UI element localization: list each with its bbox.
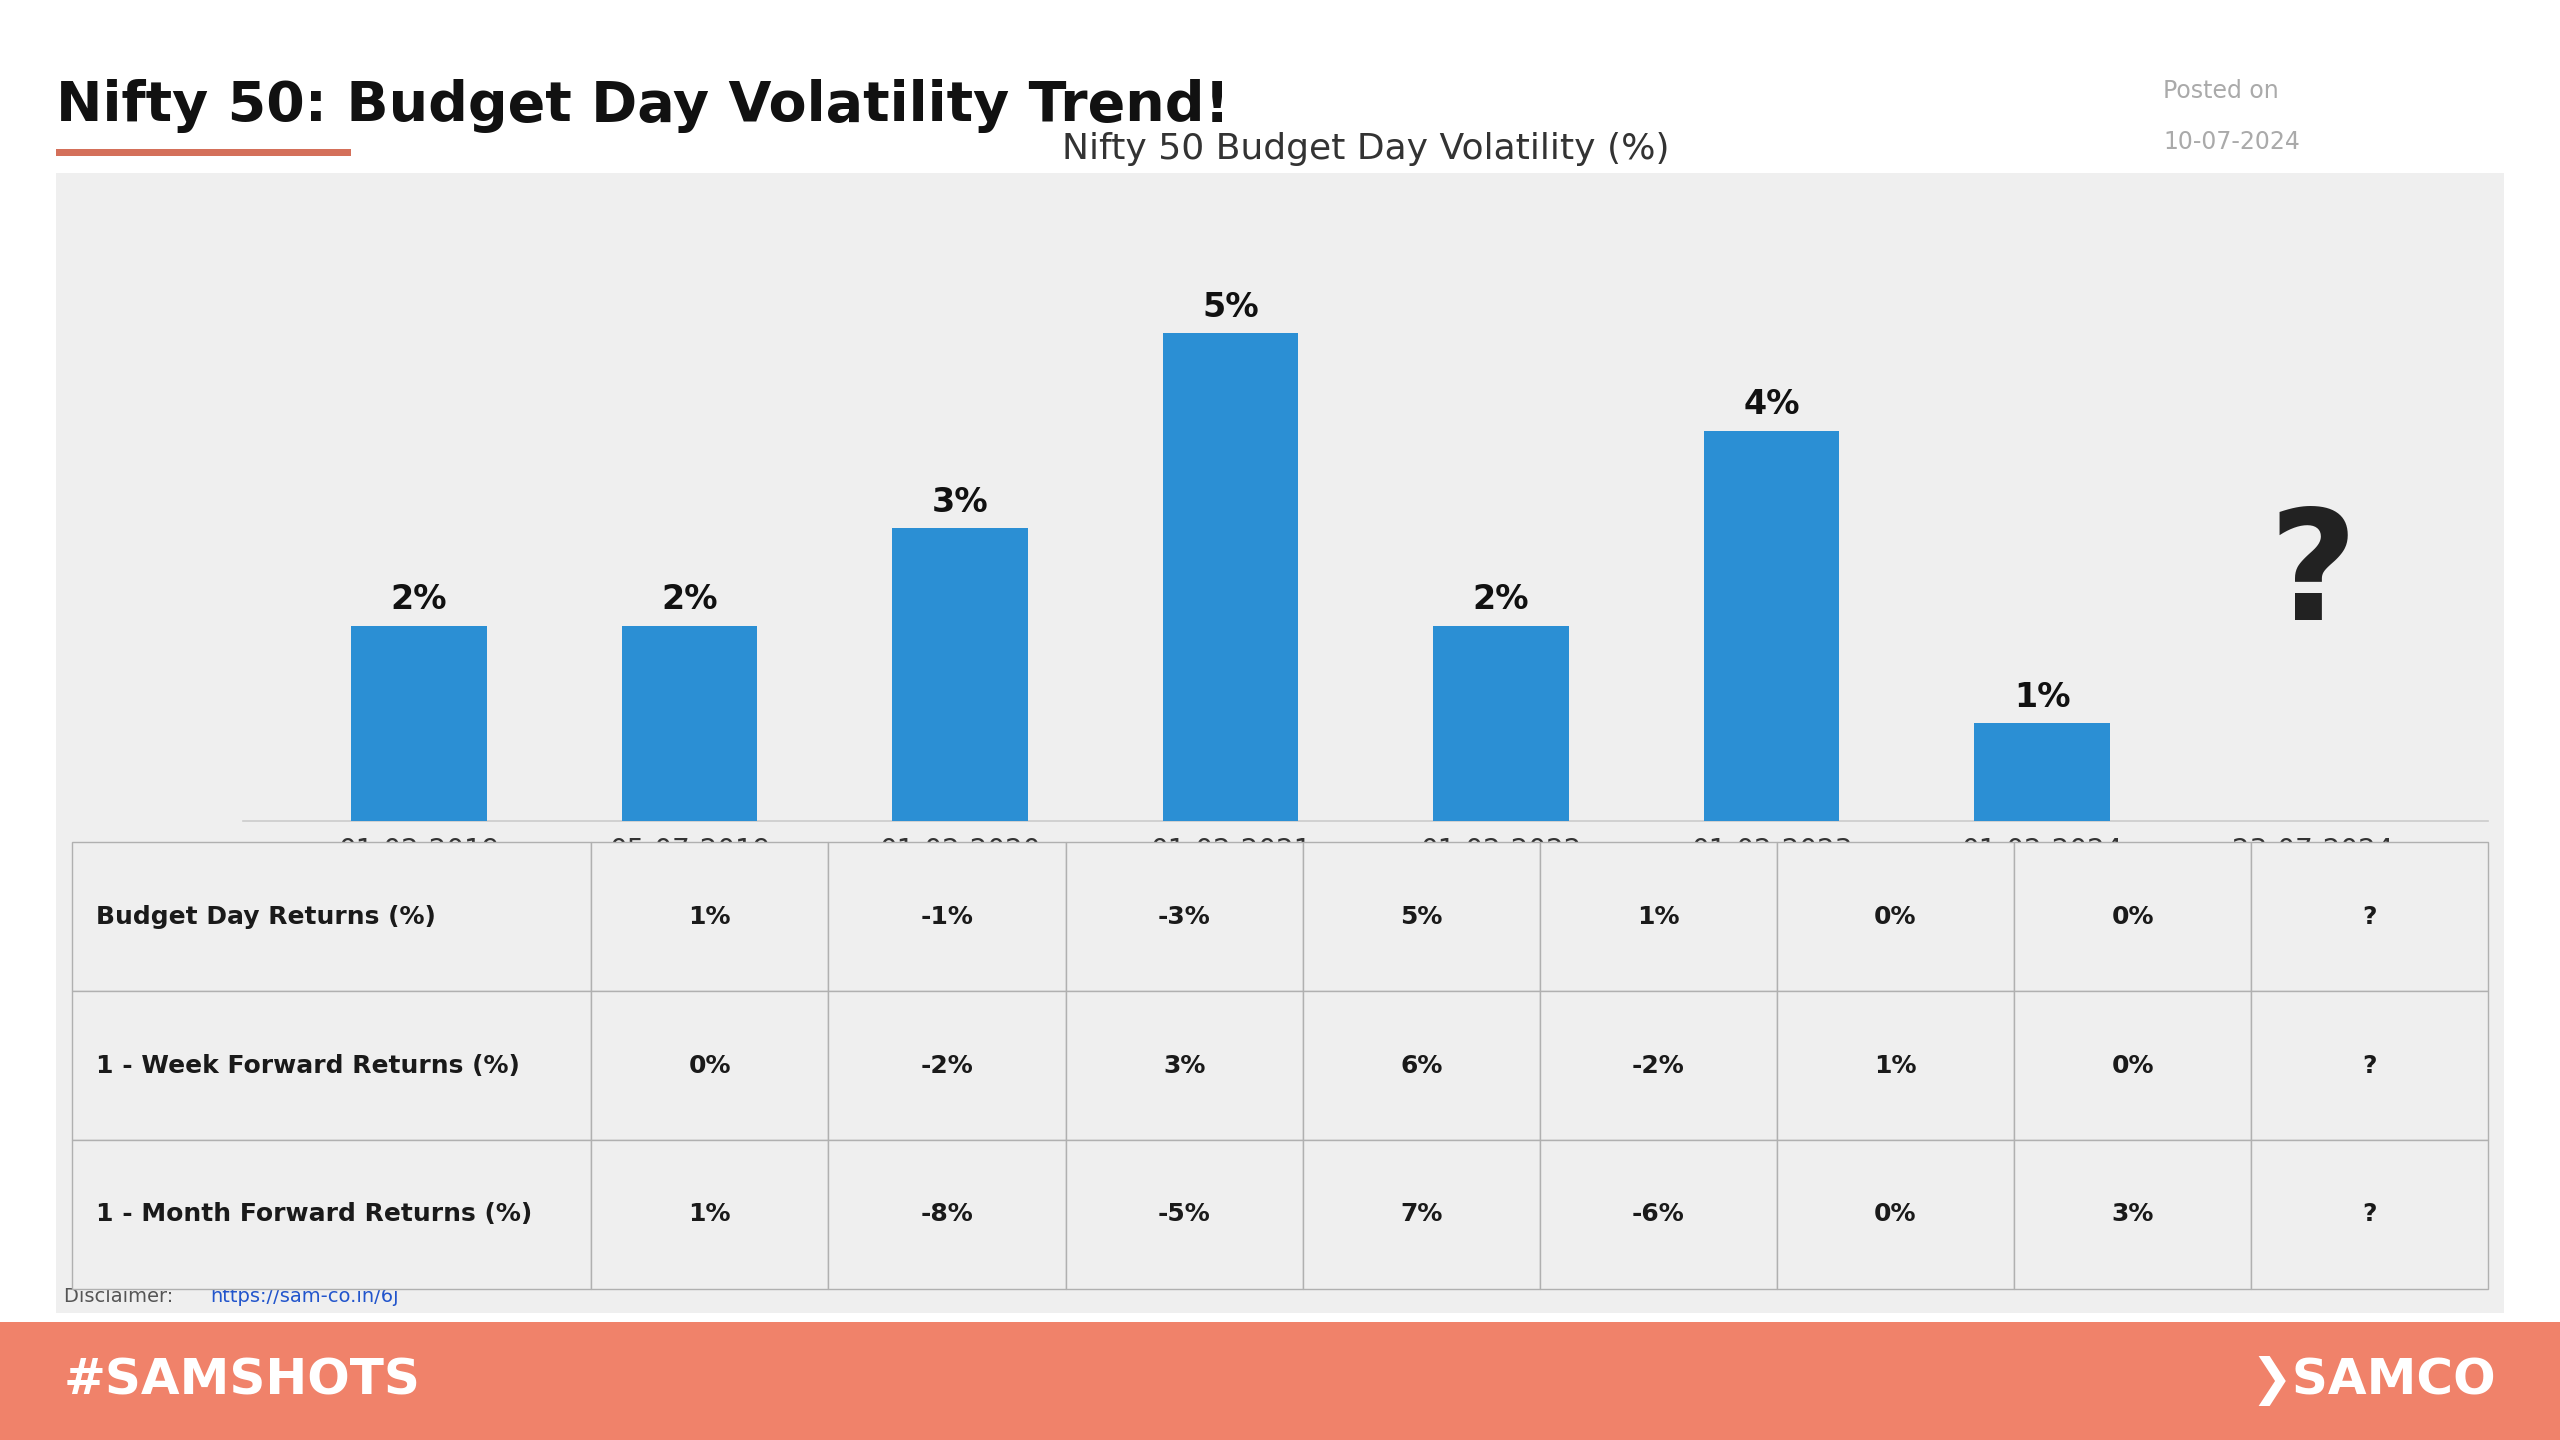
Bar <box>72 842 591 991</box>
Text: 3%: 3% <box>932 485 988 518</box>
Bar <box>1777 842 2015 991</box>
Bar <box>1777 1140 2015 1289</box>
Text: Posted on: Posted on <box>2163 79 2278 104</box>
Text: -6%: -6% <box>1631 1202 1684 1227</box>
Text: 1%: 1% <box>689 904 732 929</box>
Bar <box>1539 842 1777 991</box>
Text: 2%: 2% <box>660 583 717 616</box>
Bar <box>56 173 2504 1313</box>
Bar <box>829 842 1065 991</box>
Bar <box>1777 991 2015 1140</box>
Bar <box>1539 991 1777 1140</box>
Bar <box>591 842 829 991</box>
Bar <box>1162 334 1298 821</box>
Bar <box>1065 1140 1303 1289</box>
Bar <box>893 528 1027 821</box>
Bar <box>72 991 591 1140</box>
Bar <box>2250 842 2488 991</box>
Text: 10-07-2024: 10-07-2024 <box>2163 130 2299 154</box>
Text: 5%: 5% <box>1400 904 1441 929</box>
Text: #SAMSHOTS: #SAMSHOTS <box>64 1356 420 1405</box>
Bar <box>2015 991 2250 1140</box>
Text: ❯SAMCO: ❯SAMCO <box>2250 1356 2496 1405</box>
Text: 2%: 2% <box>392 583 448 616</box>
Text: 1 - Month Forward Returns (%): 1 - Month Forward Returns (%) <box>95 1202 532 1227</box>
Bar <box>1303 991 1539 1140</box>
Bar <box>1434 626 1569 821</box>
Text: -1%: -1% <box>922 904 973 929</box>
Text: -3%: -3% <box>1157 904 1211 929</box>
Text: 1%: 1% <box>1636 904 1679 929</box>
Text: 0%: 0% <box>1874 1202 1917 1227</box>
Text: Source: ACE Equity: Source: ACE Equity <box>2276 1164 2488 1184</box>
Bar <box>591 991 829 1140</box>
Bar <box>622 626 758 821</box>
Text: 3%: 3% <box>1162 1054 1206 1077</box>
Text: 7%: 7% <box>1400 1202 1441 1227</box>
Title: Nifty 50 Budget Day Volatility (%): Nifty 50 Budget Day Volatility (%) <box>1062 132 1669 167</box>
Text: -2%: -2% <box>922 1054 973 1077</box>
Bar <box>829 991 1065 1140</box>
Bar <box>1705 431 1838 821</box>
Bar <box>2015 842 2250 991</box>
Bar <box>1065 991 1303 1140</box>
Text: 1%: 1% <box>2015 681 2071 714</box>
Text: ?: ? <box>2363 904 2378 929</box>
Text: https://sam-co.in/6j: https://sam-co.in/6j <box>210 1287 399 1306</box>
Bar <box>1303 842 1539 991</box>
Bar <box>56 148 351 156</box>
Text: 6%: 6% <box>1400 1054 1441 1077</box>
Bar <box>2250 991 2488 1140</box>
Bar <box>0 1322 2560 1440</box>
Text: -8%: -8% <box>922 1202 973 1227</box>
Text: ?: ? <box>2268 503 2358 652</box>
Bar <box>72 1140 591 1289</box>
Text: 0%: 0% <box>2112 1054 2153 1077</box>
Bar <box>1974 723 2109 821</box>
Text: 0%: 0% <box>2112 904 2153 929</box>
Text: -2%: -2% <box>1631 1054 1684 1077</box>
Bar <box>591 1140 829 1289</box>
Text: -5%: -5% <box>1157 1202 1211 1227</box>
Bar <box>829 1140 1065 1289</box>
Text: Disclaimer:: Disclaimer: <box>64 1287 179 1306</box>
Text: 0%: 0% <box>689 1054 732 1077</box>
Text: 1%: 1% <box>1874 1054 1917 1077</box>
Text: 0%: 0% <box>1874 904 1917 929</box>
Text: ?: ? <box>2363 1054 2378 1077</box>
Text: ?: ? <box>2363 1202 2378 1227</box>
Bar <box>2015 1140 2250 1289</box>
Text: 4%: 4% <box>1743 389 1800 420</box>
Text: 1 - Week Forward Returns (%): 1 - Week Forward Returns (%) <box>95 1054 520 1077</box>
Bar <box>351 626 486 821</box>
Text: 5%: 5% <box>1203 291 1260 324</box>
Bar <box>2250 1140 2488 1289</box>
Text: 1%: 1% <box>689 1202 732 1227</box>
Text: 3%: 3% <box>2112 1202 2153 1227</box>
Text: Nifty 50: Budget Day Volatility Trend!: Nifty 50: Budget Day Volatility Trend! <box>56 79 1229 134</box>
Text: Budget Day Returns (%): Budget Day Returns (%) <box>95 904 435 929</box>
Bar <box>1303 1140 1539 1289</box>
Bar <box>1065 842 1303 991</box>
Text: 2%: 2% <box>1472 583 1528 616</box>
Bar <box>1539 1140 1777 1289</box>
